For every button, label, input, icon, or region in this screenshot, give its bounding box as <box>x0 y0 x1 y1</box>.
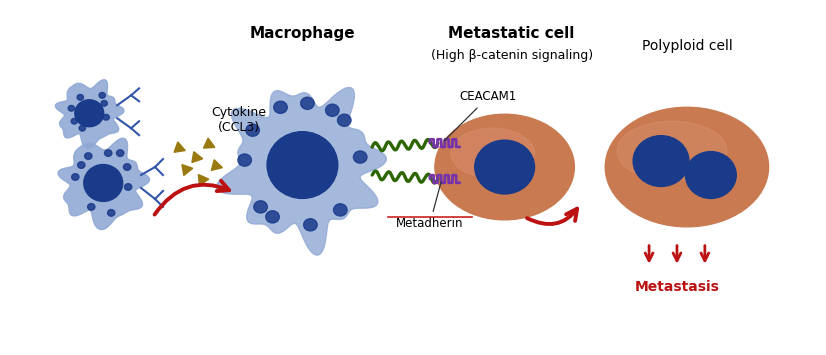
Ellipse shape <box>475 140 534 194</box>
Polygon shape <box>198 175 209 185</box>
Ellipse shape <box>314 147 327 159</box>
Ellipse shape <box>267 132 338 198</box>
Ellipse shape <box>435 114 574 220</box>
Ellipse shape <box>94 192 102 198</box>
Ellipse shape <box>99 92 106 98</box>
Ellipse shape <box>301 97 314 109</box>
Ellipse shape <box>304 219 317 231</box>
Ellipse shape <box>246 124 259 136</box>
Ellipse shape <box>83 165 122 201</box>
Ellipse shape <box>125 184 132 190</box>
Ellipse shape <box>254 201 268 213</box>
Ellipse shape <box>84 153 92 159</box>
Ellipse shape <box>325 104 339 116</box>
Text: Metastasis: Metastasis <box>634 280 719 294</box>
Text: Cytokine
(CCL3): Cytokine (CCL3) <box>211 106 266 134</box>
Ellipse shape <box>605 107 769 227</box>
Polygon shape <box>203 138 215 148</box>
Ellipse shape <box>123 164 131 170</box>
Ellipse shape <box>75 100 104 127</box>
Ellipse shape <box>338 114 351 126</box>
Ellipse shape <box>71 118 78 124</box>
Ellipse shape <box>78 162 85 168</box>
Ellipse shape <box>69 105 74 111</box>
Ellipse shape <box>72 174 79 180</box>
Ellipse shape <box>686 152 736 198</box>
Polygon shape <box>55 80 124 148</box>
Ellipse shape <box>354 151 367 163</box>
Text: Metastatic cell: Metastatic cell <box>449 26 575 41</box>
Text: Polyploid cell: Polyploid cell <box>642 39 733 53</box>
Polygon shape <box>58 138 150 230</box>
Polygon shape <box>211 160 222 170</box>
Ellipse shape <box>238 154 251 166</box>
Ellipse shape <box>266 211 279 223</box>
Ellipse shape <box>107 209 115 216</box>
Ellipse shape <box>634 136 689 186</box>
Text: CEACAM1: CEACAM1 <box>444 90 517 141</box>
Ellipse shape <box>77 94 83 100</box>
Ellipse shape <box>101 100 107 106</box>
Polygon shape <box>174 142 185 152</box>
Ellipse shape <box>105 150 112 157</box>
Ellipse shape <box>273 101 287 113</box>
Ellipse shape <box>79 125 85 131</box>
Polygon shape <box>192 152 202 163</box>
Text: (High β-catenin signaling): (High β-catenin signaling) <box>430 49 593 62</box>
Ellipse shape <box>617 121 727 181</box>
Text: Metadherin: Metadherin <box>396 182 463 230</box>
Polygon shape <box>182 165 192 175</box>
Ellipse shape <box>103 114 109 120</box>
Ellipse shape <box>116 150 124 157</box>
Ellipse shape <box>334 204 347 216</box>
Ellipse shape <box>451 128 534 178</box>
Ellipse shape <box>92 108 98 114</box>
Ellipse shape <box>88 203 95 210</box>
Text: Macrophage: Macrophage <box>249 26 355 41</box>
Polygon shape <box>216 87 387 255</box>
